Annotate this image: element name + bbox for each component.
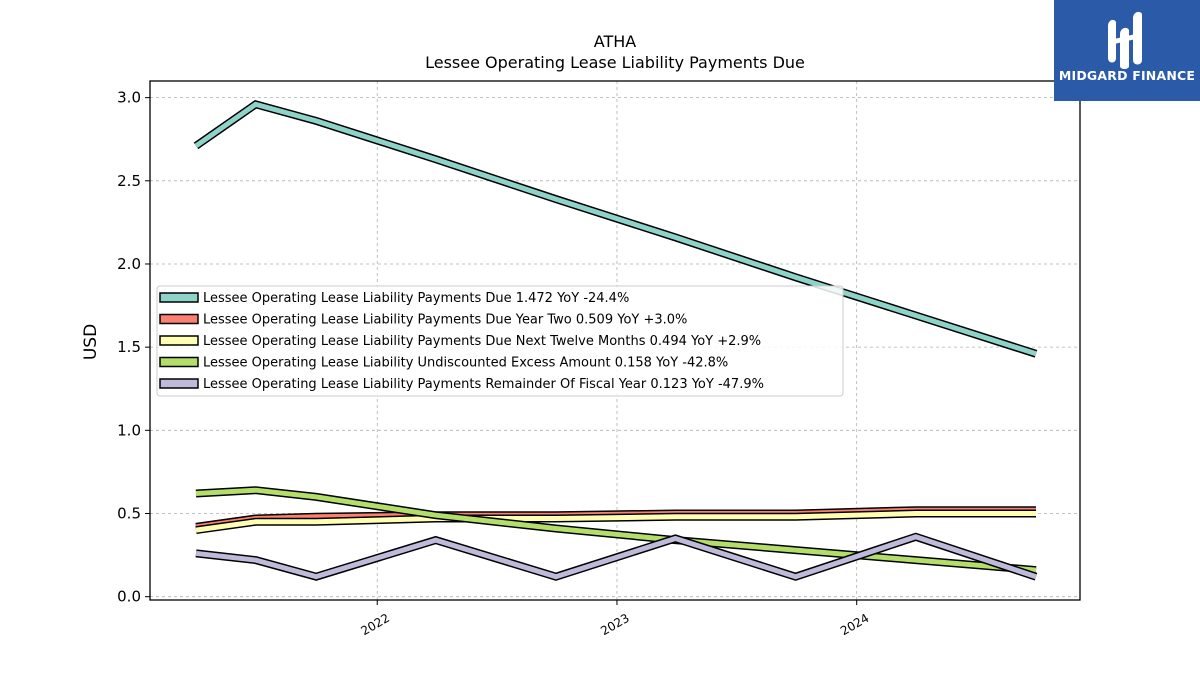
series-line [195,534,1037,580]
legend: Lessee Operating Lease Liability Payment… [156,285,844,397]
legend-swatch [159,356,199,368]
series-line [195,511,1036,533]
y-axis: 0.0 0.5 1.0 1.5 2.0 2.5 3.0 [117,89,150,606]
x-tick-label: 2022 [359,611,392,638]
brand-logo: MIDGARD FINANCE [1054,0,1200,101]
legend-swatch [159,335,199,346]
x-tick-label: 2023 [598,611,631,638]
chart-title: ATHA [594,32,637,51]
logo-text: MIDGARD FINANCE [1058,68,1196,83]
legend-label: Lessee Operating Lease Liability Payment… [203,291,629,306]
legend-box [156,285,844,397]
x-tick-label: 2024 [838,611,871,638]
legend-label: Lessee Operating Lease Liability Payment… [203,313,687,328]
series-line [195,487,1037,573]
plot-frame [149,80,1081,601]
y-tick-label: 0.5 [117,505,141,523]
x-axis: 2022 2023 2024 [359,600,871,638]
legend-label: Lessee Operating Lease Liability Undisco… [203,356,728,371]
y-tick-label: 1.5 [117,338,141,356]
legend-label: Lessee Operating Lease Liability Payment… [203,334,761,349]
y-tick-label: 3.0 [117,89,141,107]
y-tick-label: 2.0 [117,255,141,273]
legend-swatch [159,378,199,389]
y-tick-label: 2.5 [117,172,141,190]
logo-mark-icon [1108,11,1142,69]
legend-swatch [159,313,199,325]
chart-subtitle: Lessee Operating Lease Liability Payment… [425,53,805,72]
series-layer [193,99,1038,581]
series-line [194,101,1037,357]
legend-swatch [159,292,199,303]
y-tick-label: 0.0 [117,588,141,606]
y-tick-label: 1.0 [117,421,141,439]
legend-label: Lessee Operating Lease Liability Payment… [203,377,764,392]
y-axis-label: USD [81,324,101,360]
